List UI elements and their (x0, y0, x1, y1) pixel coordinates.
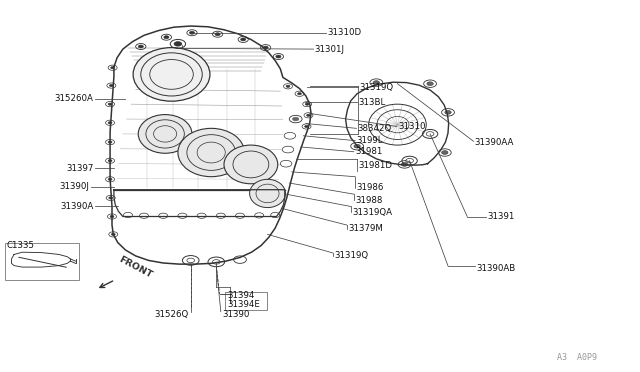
Circle shape (373, 81, 380, 84)
Text: 31981D: 31981D (358, 161, 392, 170)
Circle shape (110, 215, 114, 218)
Circle shape (111, 233, 115, 235)
Circle shape (263, 46, 268, 49)
Circle shape (241, 38, 246, 41)
Text: 315260A: 315260A (54, 94, 93, 103)
Ellipse shape (133, 48, 210, 101)
Text: 31394E: 31394E (228, 300, 260, 309)
Text: 31319Q: 31319Q (334, 251, 368, 260)
Text: 31301J: 31301J (315, 45, 345, 54)
Bar (225, 292, 267, 310)
Text: 313BL: 313BL (358, 98, 386, 107)
Circle shape (298, 93, 301, 95)
Circle shape (215, 33, 220, 36)
Circle shape (292, 117, 299, 121)
Circle shape (286, 85, 290, 87)
Text: 31390AB: 31390AB (476, 264, 515, 273)
Text: 31526Q: 31526Q (154, 310, 188, 319)
Circle shape (138, 45, 143, 48)
Ellipse shape (138, 115, 192, 153)
Circle shape (108, 141, 112, 143)
Circle shape (189, 31, 195, 34)
Circle shape (108, 160, 112, 162)
Circle shape (305, 125, 308, 128)
Circle shape (108, 103, 112, 105)
Text: 31319QA: 31319QA (352, 208, 392, 217)
Circle shape (442, 151, 448, 154)
Text: 31390A: 31390A (60, 202, 93, 211)
Circle shape (109, 197, 113, 199)
Text: 31390: 31390 (222, 310, 250, 319)
Text: 31986: 31986 (356, 183, 384, 192)
Ellipse shape (250, 179, 285, 208)
Text: 31379M: 31379M (348, 224, 383, 233)
Circle shape (108, 122, 112, 124)
Text: 31390J: 31390J (60, 182, 90, 191)
Circle shape (174, 42, 182, 46)
Ellipse shape (224, 145, 278, 184)
Circle shape (305, 103, 309, 105)
Text: A3  A0P9: A3 A0P9 (557, 353, 596, 362)
Circle shape (401, 163, 408, 166)
Text: 31397: 31397 (66, 164, 93, 173)
Text: FRONT: FRONT (117, 255, 154, 280)
Circle shape (109, 84, 113, 87)
Text: 31310D: 31310D (328, 28, 362, 37)
Circle shape (445, 110, 451, 114)
Text: 31391: 31391 (488, 212, 515, 221)
Circle shape (276, 55, 281, 58)
Text: 31988: 31988 (355, 196, 383, 205)
Bar (5, 243, 79, 280)
Ellipse shape (178, 128, 244, 177)
Text: 38342Q: 38342Q (358, 124, 392, 133)
Circle shape (108, 178, 112, 180)
Circle shape (111, 67, 115, 69)
Circle shape (427, 82, 433, 86)
Text: 31390AA: 31390AA (475, 138, 515, 147)
Text: 31310: 31310 (398, 122, 426, 131)
Text: C1335: C1335 (6, 241, 35, 250)
Circle shape (164, 36, 169, 39)
Text: 3199L: 3199L (356, 136, 383, 145)
Circle shape (307, 114, 310, 116)
Text: 31394: 31394 (228, 291, 255, 300)
Circle shape (354, 144, 360, 148)
Text: 31319Q: 31319Q (360, 83, 394, 92)
Text: 31981: 31981 (355, 147, 383, 156)
